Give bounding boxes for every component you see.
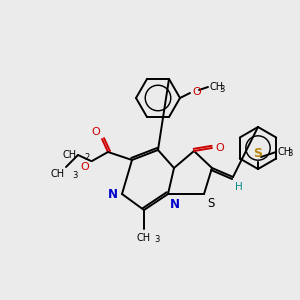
Text: O: O (80, 162, 89, 172)
Text: 2: 2 (84, 152, 89, 161)
Text: 3: 3 (72, 171, 77, 180)
Text: S: S (254, 147, 262, 160)
Text: CH: CH (137, 233, 151, 243)
Text: N: N (170, 198, 180, 211)
Text: 3: 3 (219, 85, 224, 94)
Text: CH: CH (63, 150, 77, 160)
Text: N: N (108, 188, 118, 200)
Text: 3: 3 (287, 149, 292, 158)
Text: 3: 3 (154, 235, 159, 244)
Text: O: O (215, 143, 224, 153)
Text: CH: CH (209, 82, 223, 92)
Text: H: H (235, 182, 243, 192)
Text: S: S (207, 197, 214, 210)
Text: O: O (91, 127, 100, 137)
Text: CH: CH (51, 169, 65, 179)
Text: O: O (192, 87, 201, 97)
Text: CH: CH (277, 147, 291, 157)
